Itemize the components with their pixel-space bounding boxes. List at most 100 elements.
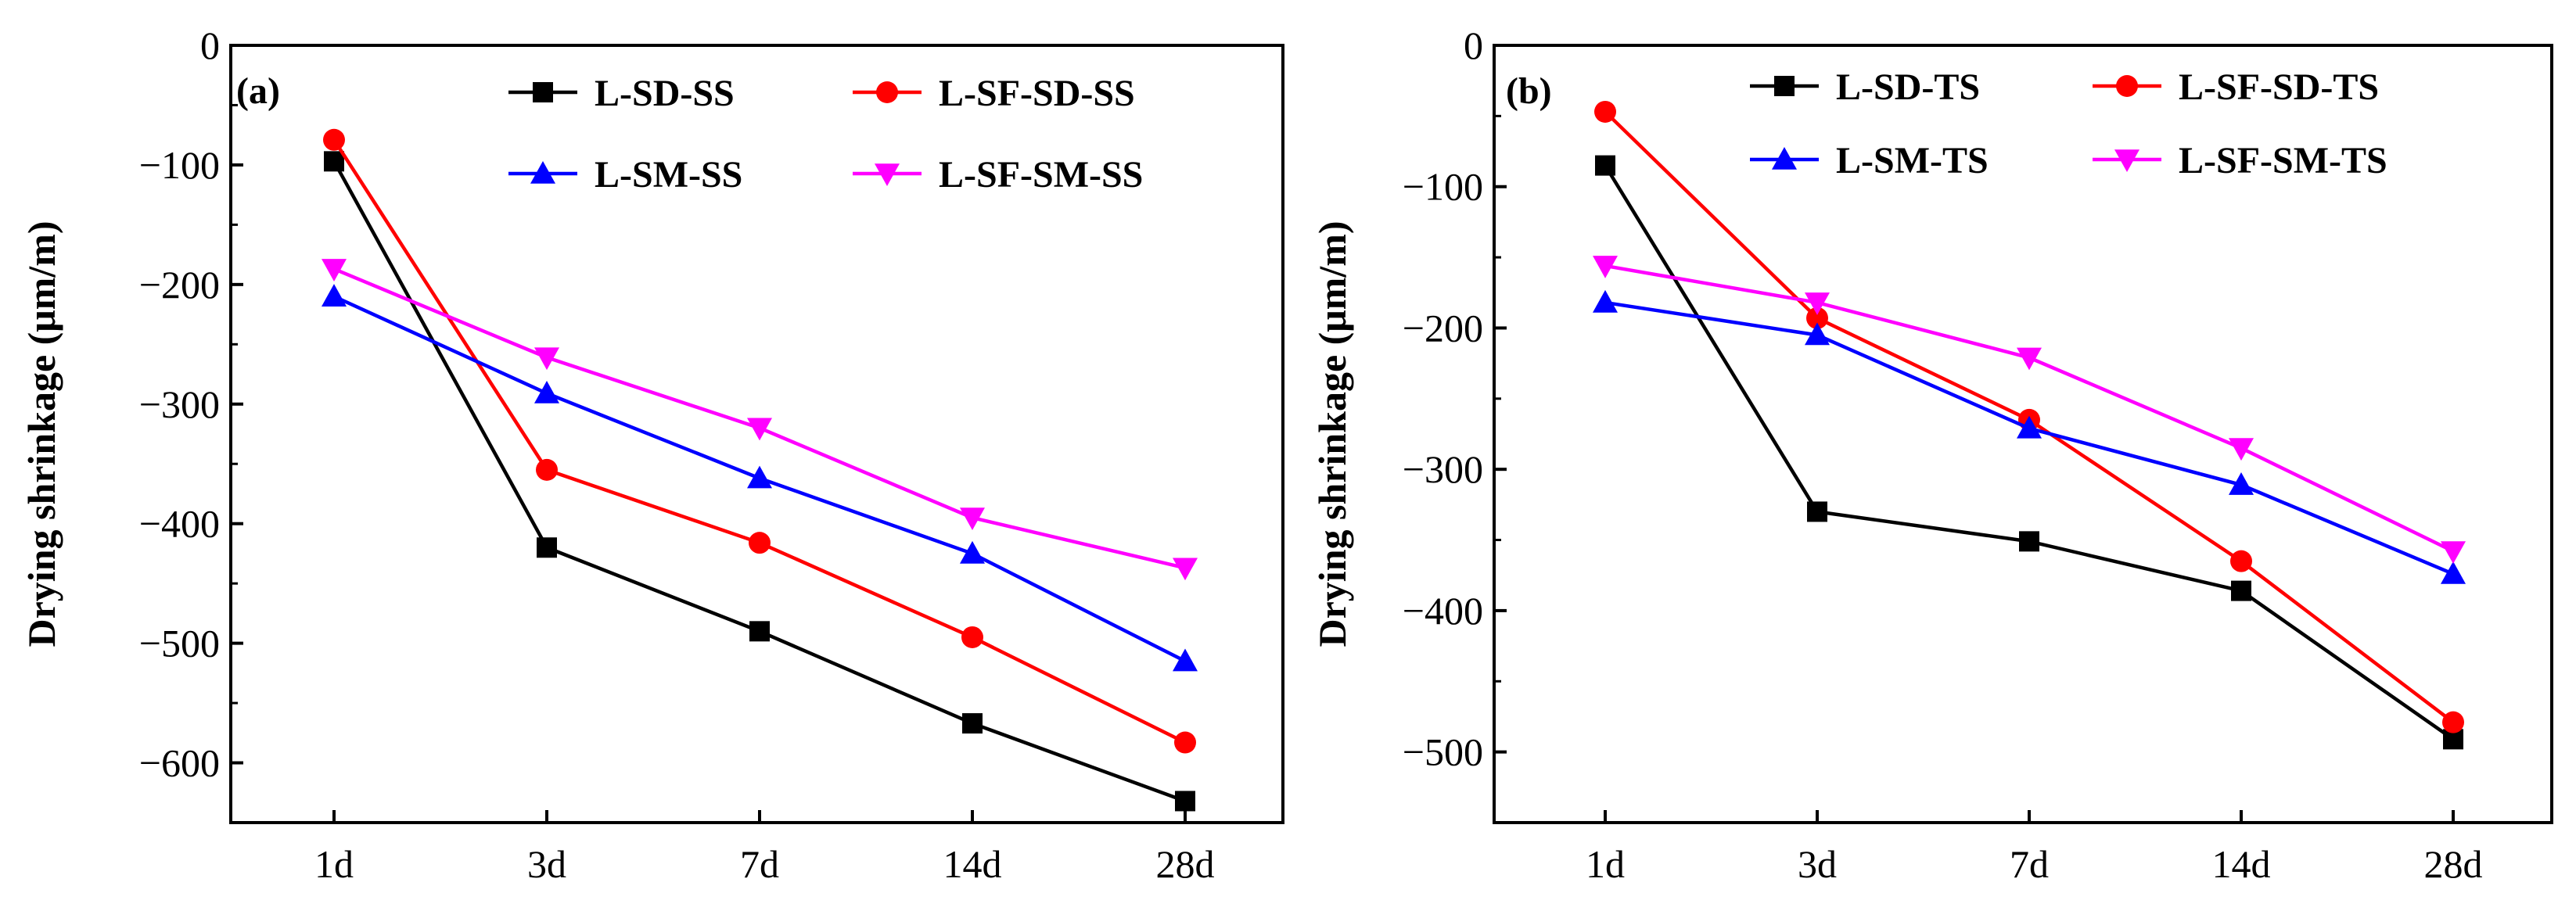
y-tick-label: −200 (139, 263, 220, 307)
legend-entry: L-SF-SD-TS (2093, 66, 2379, 108)
plot-frame (1493, 44, 2553, 824)
series-L-SF-SM-TS (1593, 256, 2466, 565)
data-point (1805, 292, 1830, 315)
data-point (1174, 731, 1196, 754)
data-point (2442, 711, 2464, 733)
data-point (536, 458, 558, 481)
data-point (1807, 501, 1827, 522)
data-point (1595, 155, 1615, 176)
legend-marker (1774, 76, 1795, 96)
plot-frame (229, 44, 1284, 824)
x-tick-label: 1d (1586, 842, 1625, 886)
legend-marker (2114, 149, 2139, 172)
series-L-SF-SM-SS (322, 259, 1198, 581)
legend-label: L-SM-SS (595, 154, 742, 195)
data-point (534, 347, 559, 371)
x-tick-label: 28d (2424, 842, 2483, 886)
legend-label: L-SF-SM-SS (939, 154, 1143, 195)
series-L-SM-SS (322, 284, 1198, 672)
data-point (2231, 580, 2251, 601)
y-tick-label: −100 (139, 143, 220, 187)
y-tick-label: −300 (139, 382, 220, 426)
y-tick-label: −100 (1403, 165, 1483, 209)
x-tick-label: 28d (1156, 842, 1215, 886)
series-L-SM-TS (1593, 289, 2466, 584)
data-point (747, 418, 772, 441)
x-tick-label: 3d (1798, 842, 1837, 886)
data-point (322, 284, 347, 307)
data-point (322, 259, 347, 281)
legend-marker (2116, 75, 2138, 97)
legend-entry: L-SD-SS (508, 73, 735, 114)
legend-label: L-SF-SM-TS (2179, 140, 2387, 181)
data-point (1806, 307, 1828, 329)
legend-entry: L-SF-SD-SS (853, 73, 1135, 114)
x-tick-label: 1d (314, 842, 354, 886)
y-axis-label: Drying shrinkage (μm/m) (1310, 221, 1354, 647)
data-point (1173, 648, 1198, 672)
data-point (747, 465, 772, 489)
data-point (2229, 438, 2254, 461)
data-point (749, 621, 770, 642)
series-line (1604, 164, 2455, 741)
data-point (2017, 347, 2042, 371)
legend-label: L-SF-SD-SS (939, 73, 1135, 114)
series-L-SF-SD-SS (323, 128, 1196, 754)
y-axis-label: Drying shrinkage (μm/m) (20, 221, 63, 647)
data-point (961, 626, 983, 648)
data-point (960, 507, 985, 531)
legend-marker (876, 81, 898, 103)
x-tick-label: 7d (2010, 842, 2049, 886)
legend-marker (533, 82, 553, 102)
data-point (2229, 472, 2254, 495)
series-L-SD-TS (1595, 155, 2463, 750)
chart-panel-2: 0 −100 −200 −300 −400 −500 1d 3d 7d 14d 28d Drying … (1310, 23, 2553, 886)
data-point (537, 537, 557, 558)
y-tick-label: 0 (1464, 23, 1483, 67)
y-tick-label: −200 (1403, 306, 1483, 350)
data-point (2019, 531, 2039, 552)
data-point (1594, 100, 1616, 123)
x-tick-label: 3d (527, 842, 566, 886)
legend-entry: L-SM-SS (508, 154, 742, 195)
series-L-SD-SS (324, 151, 1195, 812)
data-point (749, 532, 771, 554)
data-point (1173, 558, 1198, 581)
data-point (1593, 256, 1618, 278)
legend-marker (1772, 147, 1797, 170)
legend-label: L-SM-TS (1836, 140, 1989, 181)
data-point (2017, 415, 2042, 439)
data-point (2441, 561, 2466, 584)
x-tick-label: 14d (2212, 842, 2271, 886)
data-point (324, 151, 344, 172)
data-point (2230, 550, 2252, 572)
panel-label: (b) (1506, 70, 1552, 112)
legend-entry: L-SD-TS (1750, 66, 1980, 108)
legend-marker (530, 161, 555, 184)
y-tick-label: −500 (1403, 730, 1483, 774)
y-tick-label: −400 (139, 502, 220, 546)
series-line (332, 138, 1186, 744)
y-tick-label: −600 (139, 741, 220, 785)
data-point (962, 713, 983, 734)
data-point (1805, 322, 1830, 346)
data-point (534, 381, 559, 403)
data-point (2441, 541, 2466, 565)
data-point (960, 540, 985, 564)
data-point (1175, 791, 1195, 812)
legend-label: L-SF-SD-TS (2179, 66, 2379, 108)
x-tick-label: 7d (740, 842, 779, 886)
series-line (1604, 264, 2454, 554)
legend-label: L-SD-TS (1836, 66, 1980, 108)
legend-entry: L-SF-SM-TS (2093, 140, 2387, 181)
data-point (323, 128, 345, 151)
y-tick-label: −400 (1403, 589, 1483, 633)
data-point (1593, 289, 1618, 313)
x-tick-label: 14d (943, 842, 1002, 886)
y-tick-label: −500 (139, 622, 220, 665)
panel-label: (a) (236, 70, 280, 112)
legend-marker (875, 163, 900, 186)
chart-panel-1: 0 −100 −200 −300 −400 −500 −600 1d 3d 7d 14d 28d Dry… (20, 23, 1284, 886)
legend-entry: L-SM-TS (1750, 140, 1989, 181)
